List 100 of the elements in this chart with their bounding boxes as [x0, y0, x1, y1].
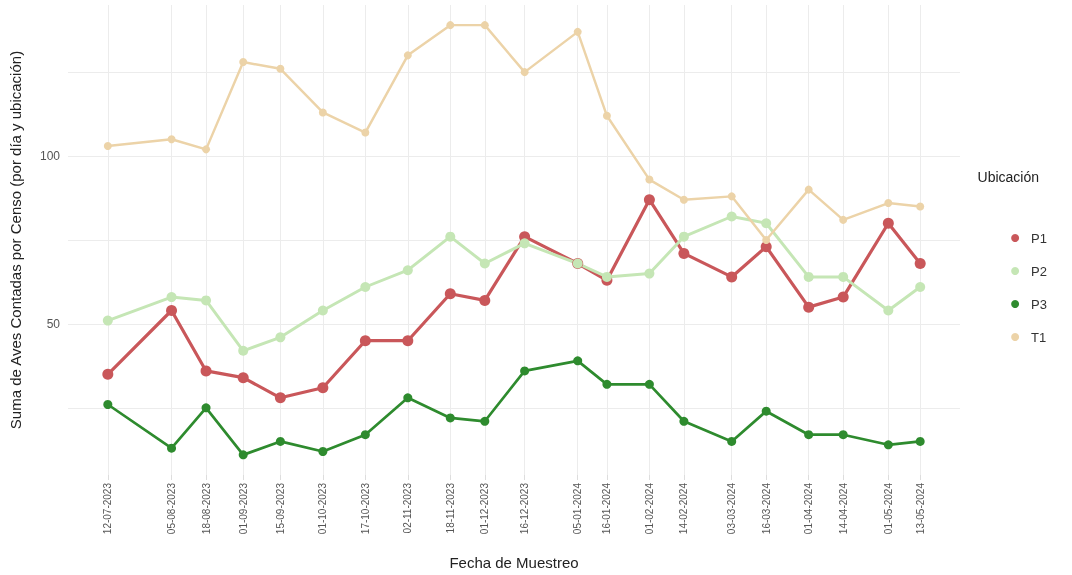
- x-tick-label: 05-01-2024: [572, 482, 584, 535]
- point: [804, 430, 814, 440]
- point: [520, 366, 530, 376]
- point: [201, 403, 211, 413]
- point: [644, 268, 655, 279]
- x-tick-label: 13-05-2024: [914, 482, 926, 535]
- x-tick-label: 01-10-2023: [317, 482, 329, 535]
- point: [480, 21, 489, 30]
- legend-label: P2: [1031, 263, 1048, 279]
- x-tick-label: 17-10-2023: [359, 482, 371, 535]
- point: [761, 406, 771, 416]
- point: [479, 258, 490, 269]
- point: [238, 450, 248, 460]
- point: [103, 142, 112, 150]
- x-tick-label: 02-11-2023: [402, 482, 414, 534]
- point: [167, 443, 177, 453]
- point: [318, 108, 327, 117]
- point: [643, 194, 655, 206]
- point: [883, 440, 893, 450]
- legend-label: P1: [1031, 230, 1048, 246]
- point: [838, 430, 848, 440]
- point: [403, 51, 412, 60]
- point: [102, 315, 113, 326]
- point: [445, 413, 455, 423]
- y-axis-title: Suma de Aves Contadas por Censo (por día y ubicación): [7, 50, 24, 430]
- point: [402, 265, 413, 276]
- x-tick-label: 16-03-2024: [760, 482, 772, 535]
- point: [360, 282, 371, 292]
- y-tick-label: 100: [39, 149, 61, 164]
- x-tick-label: 18-11-2023: [444, 482, 456, 534]
- point: [678, 247, 690, 259]
- x-tick-label: 01-04-2024: [803, 482, 815, 535]
- x-tick-label: 05-08-2023: [166, 482, 178, 535]
- point: [520, 68, 529, 77]
- point: [883, 305, 894, 316]
- point: [317, 305, 328, 316]
- point: [480, 416, 490, 426]
- point: [882, 217, 894, 229]
- point: [519, 238, 530, 249]
- point: [644, 379, 654, 389]
- x-tick-label: 01-02-2024: [643, 482, 655, 535]
- point: [239, 58, 248, 67]
- x-tick-label: 16-01-2024: [601, 482, 613, 535]
- legend-label: T1: [1031, 329, 1047, 345]
- point: [479, 294, 491, 306]
- point: [573, 356, 583, 366]
- x-axis-title: Fecha de Muestreo: [449, 554, 579, 571]
- point: [727, 436, 737, 446]
- point: [762, 236, 771, 244]
- point: [915, 282, 926, 292]
- point: [837, 291, 849, 303]
- point: [678, 231, 689, 242]
- legend-label: P3: [1031, 296, 1048, 312]
- point: [679, 416, 689, 426]
- point: [761, 218, 772, 229]
- point: [403, 393, 413, 403]
- point: [317, 382, 329, 394]
- point: [838, 271, 849, 282]
- point: [679, 195, 688, 204]
- point: [727, 192, 736, 201]
- legend-title: Ubicación: [977, 169, 1040, 185]
- x-tick-label: 03-03-2024: [726, 482, 738, 535]
- point: [276, 64, 285, 73]
- point: [803, 301, 815, 313]
- point: [444, 288, 456, 300]
- point: [103, 400, 113, 409]
- point: [402, 335, 414, 347]
- point: [360, 430, 370, 440]
- point: [803, 271, 814, 282]
- x-tick-label: 01-09-2023: [237, 482, 249, 535]
- point: [602, 111, 611, 120]
- point: [201, 295, 212, 306]
- point: [275, 436, 285, 446]
- x-tick-label: 01-05-2024: [882, 482, 894, 535]
- point: [915, 436, 925, 446]
- point: [916, 202, 925, 211]
- x-tick-label: 18-08-2023: [200, 482, 212, 535]
- point: [102, 368, 114, 380]
- x-tick-label: 01-12-2023: [479, 482, 491, 535]
- x-tick-label: 16-12-2023: [519, 482, 531, 535]
- point: [602, 379, 612, 389]
- point: [914, 258, 926, 269]
- point: [446, 21, 455, 30]
- x-tick-label: 12-07-2023: [102, 482, 114, 535]
- point: [237, 372, 249, 384]
- point: [645, 175, 654, 184]
- x-tick-label: 14-02-2024: [678, 482, 690, 535]
- point: [166, 305, 178, 316]
- point: [318, 447, 328, 456]
- point: [238, 345, 249, 356]
- point: [726, 211, 737, 222]
- point: [202, 145, 211, 154]
- point: [275, 332, 286, 343]
- point: [884, 199, 893, 208]
- x-tick-label: 14-04-2024: [837, 482, 849, 535]
- point: [804, 185, 813, 194]
- point: [726, 271, 738, 283]
- point: [573, 27, 582, 36]
- y-tick-label: 50: [46, 316, 61, 331]
- point: [359, 335, 371, 347]
